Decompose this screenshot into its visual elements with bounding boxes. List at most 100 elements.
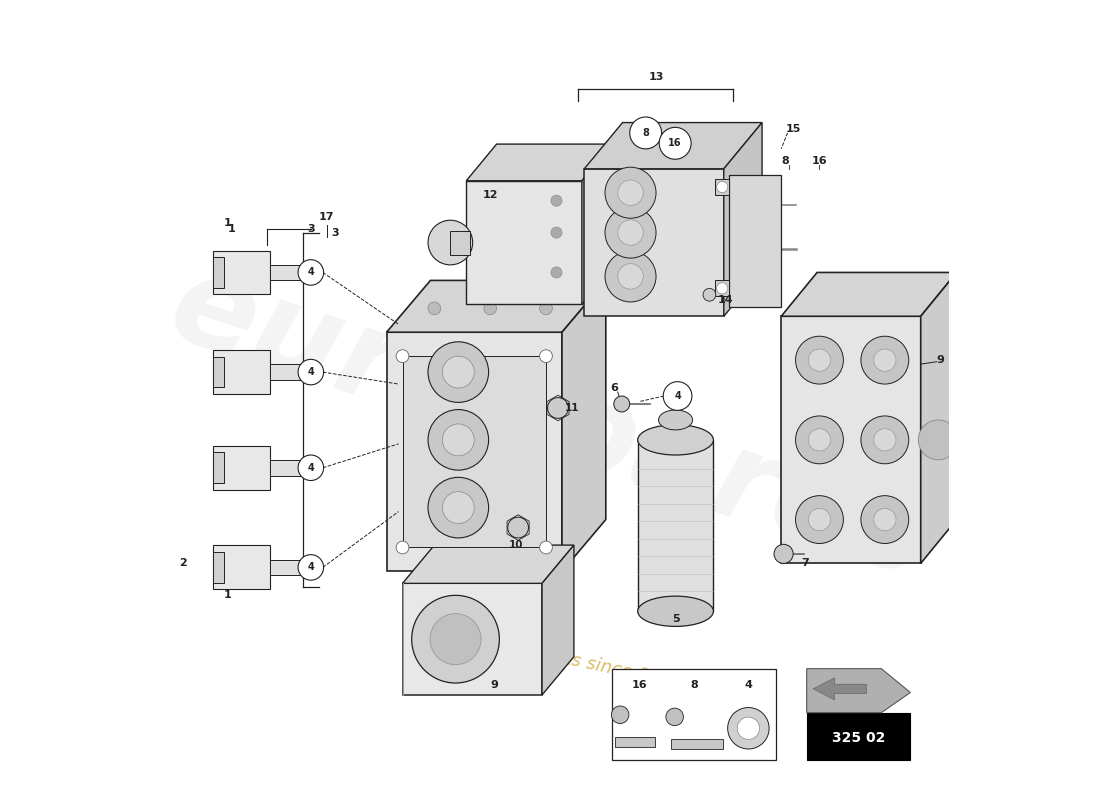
Circle shape	[411, 595, 499, 683]
Circle shape	[861, 336, 909, 384]
Circle shape	[551, 227, 562, 238]
Circle shape	[618, 264, 644, 289]
Circle shape	[428, 478, 488, 538]
Text: 16: 16	[631, 680, 647, 690]
Circle shape	[808, 429, 830, 451]
Text: 9: 9	[491, 681, 498, 690]
Text: 2: 2	[179, 558, 187, 569]
Circle shape	[396, 350, 409, 362]
Circle shape	[605, 251, 656, 302]
Text: 4: 4	[674, 391, 681, 401]
Polygon shape	[584, 122, 762, 169]
Text: 12: 12	[483, 190, 498, 200]
Circle shape	[774, 544, 793, 563]
Polygon shape	[542, 545, 574, 695]
Text: a passion for parts since 1985: a passion for parts since 1985	[415, 618, 685, 692]
Text: 3: 3	[307, 223, 315, 234]
FancyBboxPatch shape	[212, 546, 271, 590]
Polygon shape	[466, 144, 613, 181]
Circle shape	[716, 182, 728, 193]
Text: 3: 3	[331, 227, 339, 238]
FancyBboxPatch shape	[781, 316, 921, 563]
Circle shape	[612, 706, 629, 723]
Ellipse shape	[638, 425, 714, 455]
Circle shape	[795, 416, 844, 464]
Circle shape	[551, 267, 562, 278]
Text: 13: 13	[648, 72, 663, 82]
Circle shape	[551, 195, 562, 206]
Circle shape	[298, 554, 323, 580]
Text: 4: 4	[308, 367, 315, 377]
Polygon shape	[562, 281, 606, 571]
Text: 6: 6	[609, 383, 618, 393]
Circle shape	[508, 517, 528, 538]
Text: 4: 4	[308, 462, 315, 473]
Text: 16: 16	[812, 156, 827, 166]
Circle shape	[396, 541, 409, 554]
FancyBboxPatch shape	[638, 440, 714, 611]
FancyBboxPatch shape	[212, 257, 224, 288]
Circle shape	[737, 717, 759, 739]
FancyBboxPatch shape	[806, 713, 911, 760]
Text: 9: 9	[937, 355, 945, 365]
FancyBboxPatch shape	[715, 179, 729, 195]
Circle shape	[428, 302, 441, 314]
Text: 8: 8	[690, 680, 697, 690]
Polygon shape	[921, 273, 957, 563]
Circle shape	[629, 117, 661, 149]
Polygon shape	[781, 273, 957, 316]
Circle shape	[873, 349, 896, 371]
FancyBboxPatch shape	[271, 460, 308, 476]
Text: 5: 5	[672, 614, 680, 624]
FancyBboxPatch shape	[450, 230, 471, 254]
Text: 7: 7	[801, 558, 808, 569]
Ellipse shape	[638, 596, 714, 626]
FancyBboxPatch shape	[615, 737, 656, 746]
Polygon shape	[386, 281, 606, 332]
FancyBboxPatch shape	[729, 175, 781, 306]
Text: 14: 14	[717, 295, 734, 306]
Circle shape	[430, 614, 481, 665]
Circle shape	[428, 220, 473, 265]
Circle shape	[484, 302, 496, 314]
FancyBboxPatch shape	[271, 364, 308, 380]
Text: 8: 8	[642, 128, 649, 138]
Polygon shape	[582, 144, 613, 304]
Circle shape	[873, 509, 896, 530]
Circle shape	[618, 180, 644, 206]
FancyBboxPatch shape	[212, 250, 271, 294]
Text: 4: 4	[308, 562, 315, 573]
FancyBboxPatch shape	[671, 739, 724, 749]
FancyBboxPatch shape	[271, 265, 308, 280]
Circle shape	[795, 496, 844, 543]
FancyBboxPatch shape	[212, 357, 224, 387]
Polygon shape	[813, 678, 867, 700]
Circle shape	[298, 455, 323, 481]
Circle shape	[918, 420, 958, 460]
Circle shape	[795, 336, 844, 384]
Circle shape	[663, 382, 692, 410]
Circle shape	[540, 350, 552, 362]
FancyBboxPatch shape	[212, 552, 224, 582]
Text: 4: 4	[308, 267, 315, 278]
Circle shape	[808, 509, 830, 530]
Circle shape	[540, 302, 552, 314]
FancyBboxPatch shape	[584, 169, 724, 316]
Circle shape	[659, 127, 691, 159]
Circle shape	[716, 282, 728, 294]
FancyBboxPatch shape	[613, 669, 776, 760]
Circle shape	[442, 424, 474, 456]
Text: 4: 4	[745, 680, 752, 690]
Circle shape	[442, 492, 474, 523]
Text: eurospares: eurospares	[155, 244, 945, 603]
Text: 16: 16	[669, 138, 682, 148]
Circle shape	[614, 396, 629, 412]
Text: 10: 10	[509, 540, 524, 550]
Circle shape	[808, 349, 830, 371]
Circle shape	[703, 288, 716, 301]
Circle shape	[605, 207, 656, 258]
Polygon shape	[724, 122, 762, 316]
FancyBboxPatch shape	[271, 559, 308, 575]
Circle shape	[548, 398, 569, 418]
Circle shape	[298, 359, 323, 385]
